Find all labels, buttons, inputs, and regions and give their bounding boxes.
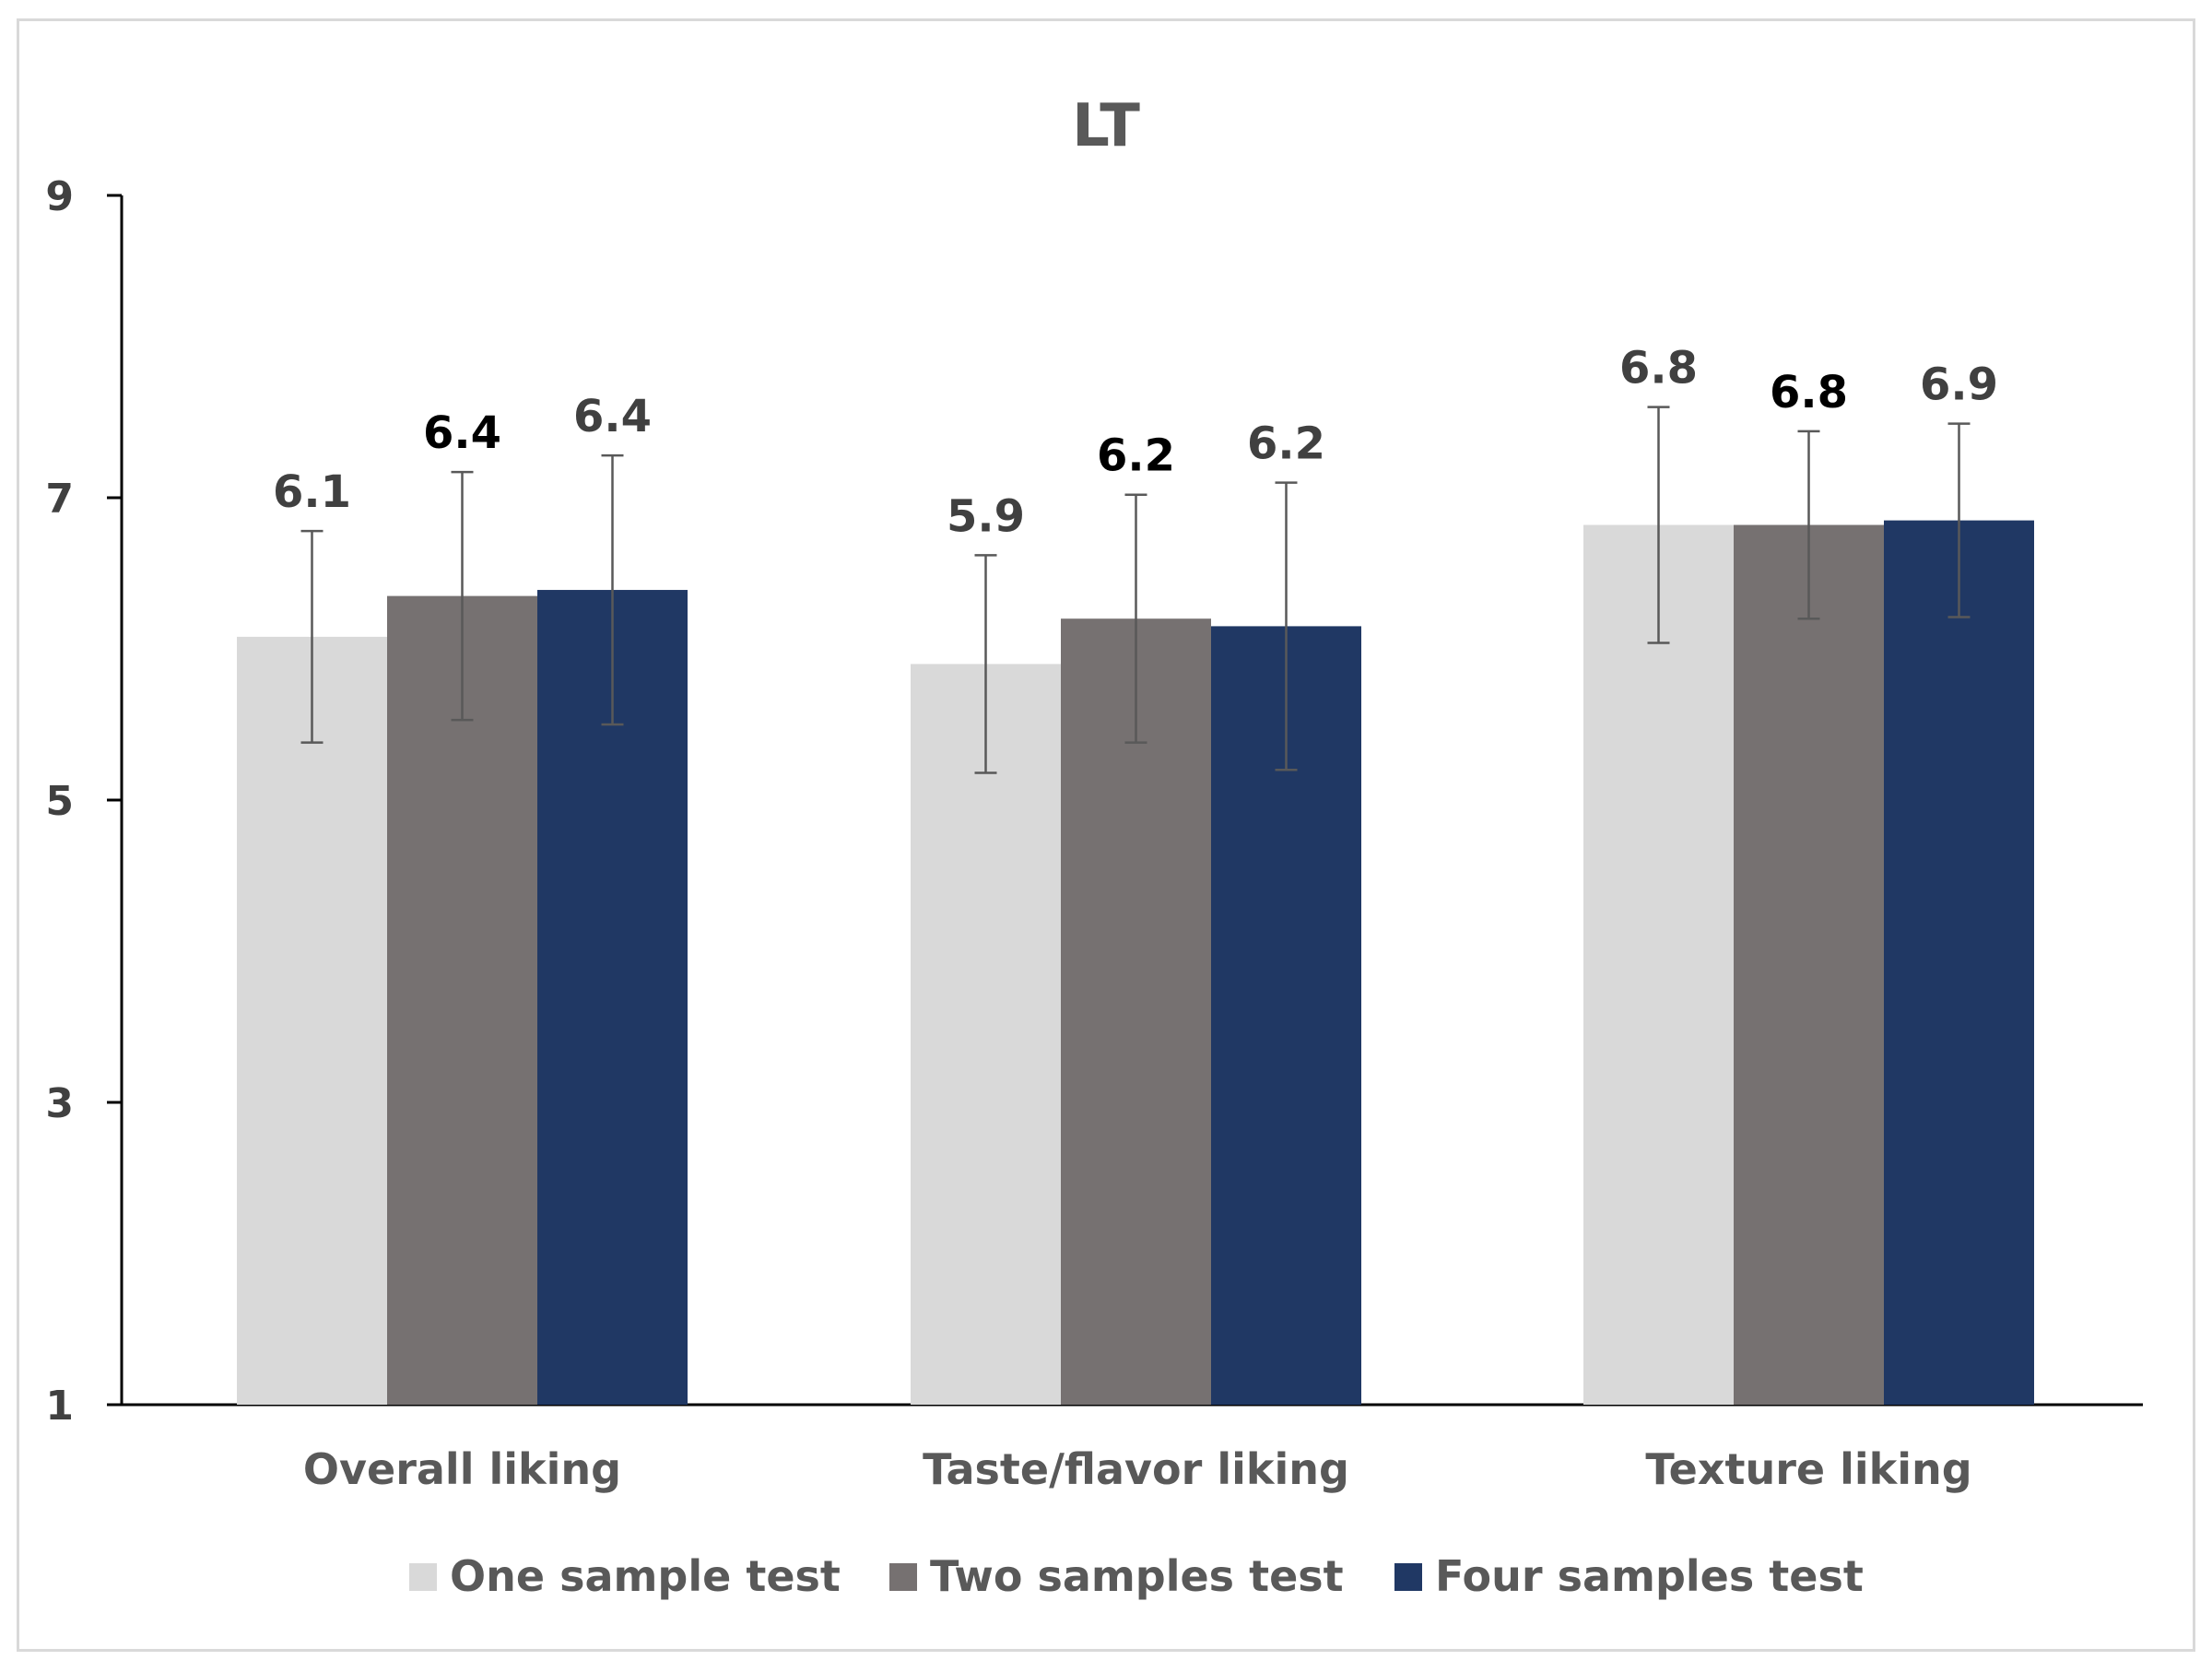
bar-four-samples-test-2 — [1884, 520, 2034, 1405]
data-label: 6.4 — [573, 391, 652, 442]
legend-label: Two samples test — [930, 1551, 1344, 1601]
bar-two-samples-test-2 — [1734, 524, 1884, 1405]
data-label: 6.8 — [1619, 343, 1698, 394]
bar-two-samples-test-1 — [1061, 618, 1211, 1405]
chart-title: LT — [1072, 92, 1140, 160]
legend-label: One sample test — [450, 1551, 841, 1601]
legend-swatch — [409, 1563, 437, 1591]
error-bar — [451, 470, 474, 722]
x-tick-label: Overall liking — [303, 1444, 621, 1494]
legend-item: Two samples test — [889, 1551, 1344, 1601]
x-axis-tick-labels: Overall liking Taste/flavor liking Texture… — [303, 1444, 1972, 1494]
error-bar — [601, 453, 624, 726]
y-tick-label: 7 — [45, 476, 74, 523]
error-bar — [974, 554, 997, 774]
bar-one-sample-test-2 — [1583, 524, 1734, 1405]
data-label: 5.9 — [947, 490, 1025, 542]
x-tick-label: Texture liking — [1645, 1444, 1971, 1494]
data-label: 6.2 — [1247, 418, 1325, 470]
legend: One sample test Two samples test Four samp… — [409, 1551, 1864, 1601]
error-bar — [1275, 481, 1298, 771]
data-label: 6.1 — [273, 466, 351, 518]
y-tick-label: 3 — [45, 1080, 74, 1127]
bar-one-sample-test-1 — [911, 664, 1061, 1405]
legend-swatch — [889, 1563, 917, 1591]
error-bar — [1947, 422, 1971, 618]
data-label: 6.8 — [1770, 367, 1848, 418]
error-bar — [1647, 406, 1670, 644]
data-label: 6.4 — [423, 407, 501, 459]
x-tick-label: Taste/flavor liking — [923, 1444, 1349, 1494]
data-labels: 6.1 5.9 6.8 6.4 6.2 6.8 6.4 6.2 6.9 — [273, 343, 1998, 543]
bar-two-samples-test-0 — [387, 595, 537, 1405]
y-tick-label: 9 — [45, 173, 74, 220]
error-bar — [1797, 430, 1820, 620]
data-label: 6.9 — [1920, 359, 1998, 411]
legend-label: Four samples test — [1435, 1551, 1864, 1601]
bar-four-samples-test-0 — [537, 590, 688, 1405]
data-label: 6.2 — [1097, 430, 1175, 482]
y-tick-label: 5 — [45, 778, 74, 825]
error-bar — [1124, 493, 1147, 744]
error-bars — [300, 406, 1971, 774]
legend-swatch — [1394, 1563, 1422, 1591]
legend-item: One sample test — [409, 1551, 841, 1601]
error-bar — [300, 529, 324, 744]
y-tick-label: 1 — [45, 1383, 74, 1430]
bar-one-sample-test-0 — [237, 636, 387, 1405]
legend-item: Four samples test — [1394, 1551, 1864, 1601]
bars — [237, 520, 2034, 1405]
